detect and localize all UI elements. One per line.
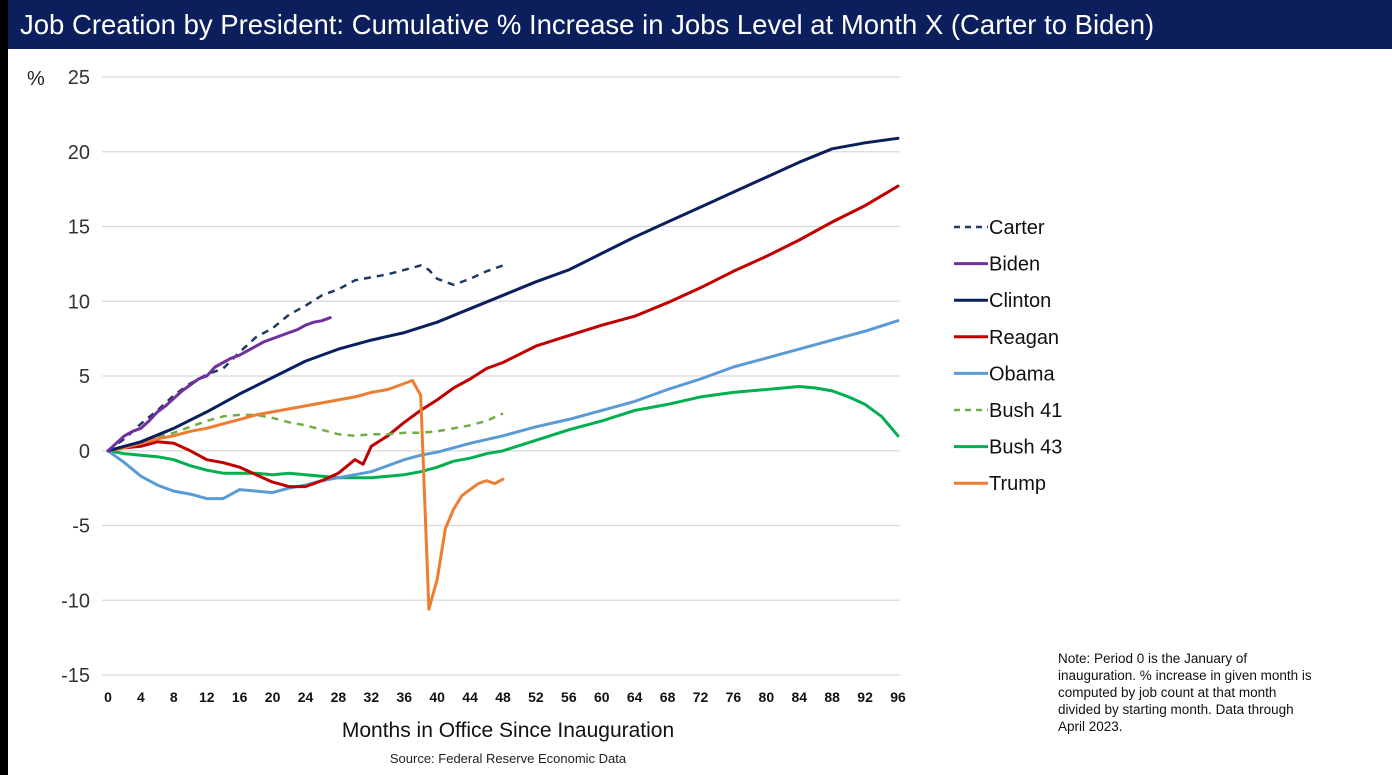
x-tick-label: 96 [890, 689, 906, 705]
legend-item-biden: Biden [954, 254, 1040, 276]
y-tick-label: 0 [79, 441, 90, 463]
x-axis-ticks: 0 4 8 12 16 20 24 28 32 36 40 44 48 52 56 60 64 68 72 76 80 8… [104, 689, 906, 705]
gridlines [102, 76, 900, 676]
y-axis-ticks: 25 20 15 10 5 0 -5 -10 -15 [61, 67, 90, 687]
x-tick-label: 0 [104, 689, 112, 705]
title-bar: Job Creation by President: Cumulative % … [8, 0, 1392, 49]
x-tick-label: 16 [232, 689, 248, 705]
x-tick-label: 32 [364, 689, 380, 705]
x-tick-label: 72 [693, 689, 709, 705]
x-tick-label: 8 [170, 689, 178, 705]
x-tick-label: 84 [791, 689, 807, 705]
legend-item-reagan: Reagan [954, 327, 1059, 349]
legend-label: Bush 43 [989, 437, 1062, 459]
x-axis-title: Months in Office Since Inauguration [341, 719, 675, 742]
x-tick-label: 12 [199, 689, 215, 705]
x-tick-label: 92 [857, 689, 873, 705]
y-tick-label: -5 [72, 516, 90, 538]
legend-item-bush-41: Bush 41 [954, 400, 1062, 422]
x-tick-label: 44 [462, 689, 478, 705]
chart-title: Job Creation by President: Cumulative % … [20, 9, 1155, 40]
y-tick-label: -15 [61, 665, 90, 687]
series-line-carter [107, 264, 504, 452]
x-tick-label: 4 [137, 689, 145, 705]
source-note: Source: Federal Reserve Economic Data [389, 751, 627, 766]
slide: Job Creation by President: Cumulative % … [8, 0, 1392, 775]
x-tick-label: 48 [495, 689, 511, 705]
x-tick-label: 40 [429, 689, 445, 705]
methodology-note: Note: Period 0 is the January of inaugur… [1058, 651, 1312, 734]
series-line-trump [106, 379, 505, 611]
x-tick-label: 36 [396, 689, 412, 705]
y-tick-label: 20 [68, 142, 90, 164]
series-line-clinton [106, 136, 900, 453]
legend-item-clinton: Clinton [954, 290, 1051, 312]
y-tick-label: 25 [68, 67, 90, 89]
legend-label: Biden [989, 254, 1040, 276]
x-tick-label: 52 [528, 689, 544, 705]
legend-item-obama: Obama [954, 363, 1055, 385]
x-tick-label: 76 [726, 689, 742, 705]
series-line-bush-41 [107, 412, 504, 453]
x-tick-label: 24 [298, 689, 314, 705]
legend-label: Reagan [989, 327, 1059, 349]
x-tick-label: 28 [331, 689, 347, 705]
x-tick-label: 56 [561, 689, 577, 705]
x-tick-label: 80 [759, 689, 775, 705]
legend-label: Bush 41 [989, 400, 1062, 422]
y-tick-label: 15 [68, 217, 90, 239]
legend: Carter Biden Clinton Reagan Obama Bush 41 Bush… [954, 217, 1062, 495]
legend-label: Carter [989, 217, 1045, 239]
y-tick-label: 10 [68, 291, 90, 313]
series-lines [106, 136, 900, 611]
legend-item-carter: Carter [954, 217, 1045, 239]
y-axis-unit-label: % [27, 68, 45, 90]
legend-item-trump: Trump [954, 473, 1046, 495]
y-tick-label: -10 [61, 590, 90, 612]
series-line-biden [106, 316, 332, 453]
y-tick-label: 5 [79, 366, 90, 388]
series-line-obama [106, 319, 900, 501]
x-tick-label: 60 [594, 689, 610, 705]
legend-label: Trump [989, 473, 1046, 495]
x-tick-label: 68 [660, 689, 676, 705]
legend-label: Obama [989, 363, 1055, 385]
series-line-reagan [106, 184, 900, 489]
x-tick-label: 64 [627, 689, 643, 705]
legend-label: Clinton [989, 290, 1051, 312]
x-tick-label: 88 [824, 689, 840, 705]
legend-item-bush-43: Bush 43 [954, 437, 1062, 459]
series-line-bush-43 [106, 385, 900, 480]
x-tick-label: 20 [265, 689, 281, 705]
